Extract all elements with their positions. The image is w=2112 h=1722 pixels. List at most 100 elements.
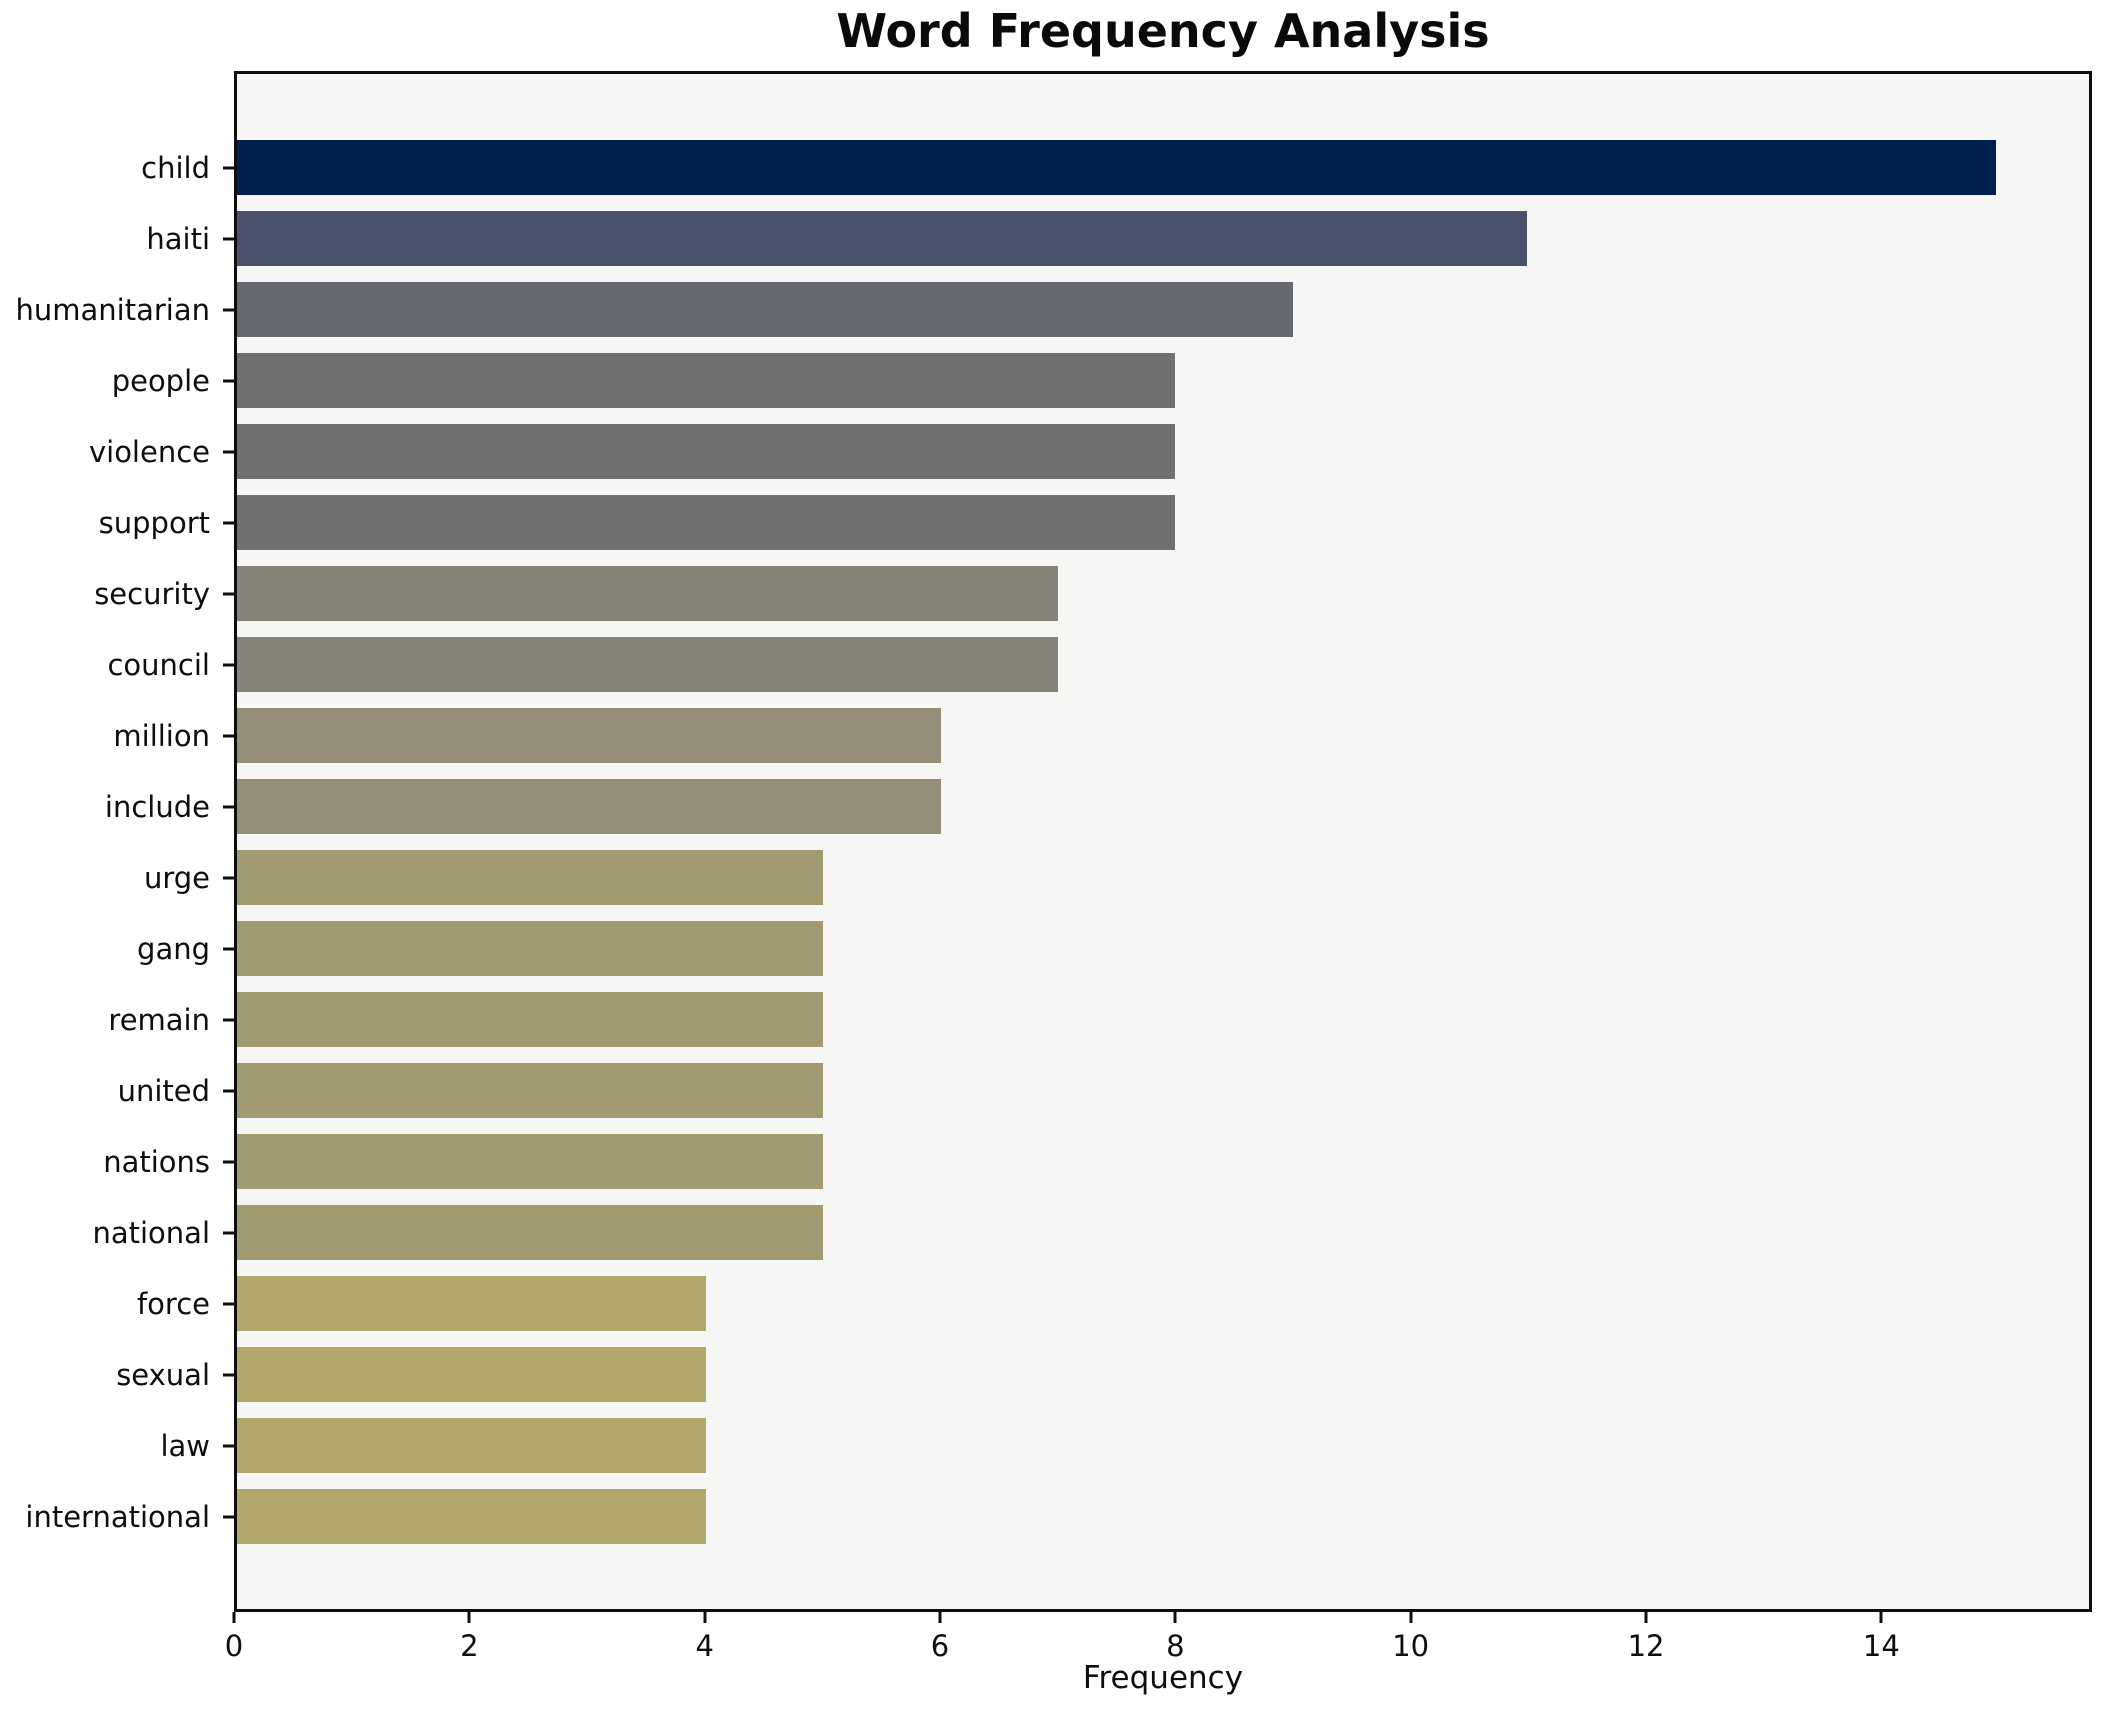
y-tick-mark (223, 1302, 234, 1305)
y-axis-label: united (117, 1073, 210, 1108)
x-tick-mark (467, 1612, 471, 1623)
y-tick-mark (223, 237, 234, 240)
y-axis-label: security (94, 576, 210, 611)
bar-row: humanitarian (16, 282, 2089, 337)
bar-council (237, 637, 1059, 692)
x-tick-label: 14 (1862, 1629, 1900, 1663)
y-tick-mark (223, 1089, 234, 1092)
y-axis-label: gang (137, 931, 210, 966)
y-axis-label: people (111, 363, 210, 398)
bar-row: haiti (146, 211, 2089, 266)
x-tick-label: 0 (224, 1629, 244, 1663)
x-tick-label: 8 (1166, 1629, 1185, 1663)
bar-row: violence (89, 424, 2089, 479)
x-tick-mark (1879, 1612, 1883, 1623)
y-axis-label: urge (143, 860, 210, 895)
bar-sexual (237, 1347, 707, 1402)
y-tick-mark (223, 947, 234, 950)
bar-gang (237, 921, 824, 976)
y-axis-label: law (160, 1428, 210, 1463)
y-tick-mark (223, 1160, 234, 1163)
bar-people (237, 353, 1176, 408)
y-axis-label: include (104, 789, 210, 824)
bar-row: remain (108, 992, 2089, 1047)
x-tick-mark (938, 1612, 942, 1623)
x-tick-label: 6 (930, 1629, 950, 1663)
y-axis-label: national (92, 1215, 210, 1250)
y-tick-mark (223, 1515, 234, 1518)
x-tick-mark (232, 1612, 236, 1623)
x-tick-label: 12 (1627, 1629, 1665, 1663)
bar-violence (237, 424, 1176, 479)
bar-row: national (92, 1205, 2089, 1260)
y-tick-mark (223, 1373, 234, 1376)
bar-row: force (137, 1276, 2089, 1331)
y-tick-mark (223, 1018, 234, 1021)
x-tick-label: 2 (460, 1629, 479, 1663)
y-axis-label: council (107, 647, 210, 682)
bar-row: urge (144, 850, 2089, 905)
bar-row: international (25, 1489, 2089, 1544)
x-tick-mark (1173, 1612, 1177, 1623)
bar-row: united (118, 1063, 2089, 1118)
y-axis-label: support (98, 505, 210, 540)
bar-row: support (99, 495, 2089, 550)
y-axis-label: million (113, 718, 210, 753)
bar-child (237, 140, 1997, 195)
y-tick-mark (223, 592, 234, 595)
bar-security (237, 566, 1059, 621)
chart-title: Word Frequency Analysis (836, 4, 1490, 58)
x-axis: 0 2 4 6 8 10 12 14 (225, 1612, 2092, 1692)
y-tick-mark (223, 521, 234, 524)
bar-law (237, 1418, 707, 1473)
y-axis-label: force (136, 1286, 210, 1321)
y-axis-label: nations (103, 1144, 210, 1179)
y-tick-mark (223, 1231, 234, 1234)
bar-row: security (94, 566, 2089, 621)
bar-row: million (113, 708, 2089, 763)
y-tick-mark (223, 876, 234, 879)
y-tick-mark (223, 734, 234, 737)
bar-row: people (112, 353, 2089, 408)
bar-urge (237, 850, 824, 905)
bars-container: child haiti humanitarian people violence supp… (16, 74, 2089, 1609)
x-tick-mark (1409, 1612, 1413, 1623)
y-tick-mark (223, 450, 234, 453)
x-axis-title: Frequency (1082, 1660, 1244, 1696)
y-axis-label: sexual (116, 1357, 210, 1392)
bar-force (237, 1276, 707, 1331)
bar-remain (237, 992, 824, 1047)
y-tick-mark (223, 805, 234, 808)
y-tick-mark (223, 308, 234, 311)
x-tick-mark (703, 1612, 707, 1623)
bar-row: child (141, 140, 2089, 195)
bar-include (237, 779, 941, 834)
bar-support (237, 495, 1176, 550)
bar-row: sexual (116, 1347, 2089, 1402)
bar-nations (237, 1134, 824, 1189)
y-axis-label: violence (88, 434, 210, 469)
plot-area: child haiti humanitarian people violence supp… (16, 71, 2092, 1612)
bar-row: nations (103, 1134, 2089, 1189)
bar-international (237, 1489, 707, 1544)
bar-united (237, 1063, 824, 1118)
y-axis-label: humanitarian (15, 292, 211, 327)
y-axis-label: child (141, 150, 210, 185)
bar-row: council (107, 637, 2089, 692)
bar-national (237, 1205, 824, 1260)
bar-haiti (237, 211, 1528, 266)
y-tick-mark (223, 166, 234, 169)
bar-row: law (160, 1418, 2089, 1473)
y-axis-label: international (25, 1499, 210, 1534)
y-axis-label: haiti (146, 221, 210, 256)
x-tick-label: 4 (695, 1629, 714, 1663)
y-tick-mark (223, 379, 234, 382)
y-tick-mark (223, 1444, 234, 1447)
bar-row: include (105, 779, 2089, 834)
x-tick-label: 10 (1392, 1629, 1430, 1663)
y-tick-mark (223, 663, 234, 666)
bar-row: gang (137, 921, 2089, 976)
bar-humanitarian (237, 282, 1293, 337)
y-axis-label: remain (108, 1002, 210, 1037)
